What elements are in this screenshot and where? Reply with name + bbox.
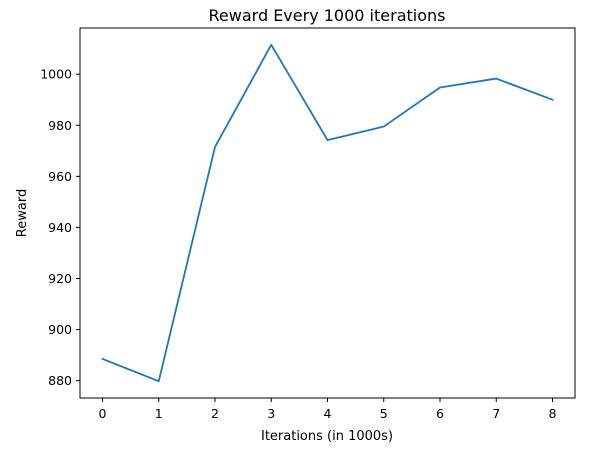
x-axis-label: Iterations (in 1000s) (261, 429, 393, 444)
chart-title: Reward Every 1000 iterations (209, 6, 446, 25)
y-axis-ticks: 880 900 920 940 960 980 1000 (40, 67, 80, 388)
y-tick-label: 1000 (40, 67, 72, 82)
x-tick-label: 0 (99, 406, 107, 421)
plot-frame (79, 27, 576, 399)
y-tick-label: 880 (48, 373, 72, 388)
x-tick-label: 6 (436, 406, 444, 421)
y-tick-label: 940 (48, 220, 72, 235)
y-tick-label: 960 (48, 169, 72, 184)
y-axis-label: Reward (15, 189, 30, 237)
x-tick-label: 3 (267, 406, 275, 421)
x-tick-label: 7 (492, 406, 500, 421)
x-axis-ticks: 0 1 2 3 4 5 6 7 8 (99, 398, 557, 421)
x-tick-label: 8 (549, 406, 557, 421)
reward-series-line (101, 43, 554, 383)
x-tick-label: 1 (155, 406, 163, 421)
x-tick-label: 2 (211, 406, 219, 421)
x-tick-label: 5 (380, 406, 388, 421)
y-tick-label: 900 (48, 322, 72, 337)
y-tick-label: 920 (48, 271, 72, 286)
y-tick-label: 980 (48, 118, 72, 133)
x-tick-label: 4 (324, 406, 332, 421)
